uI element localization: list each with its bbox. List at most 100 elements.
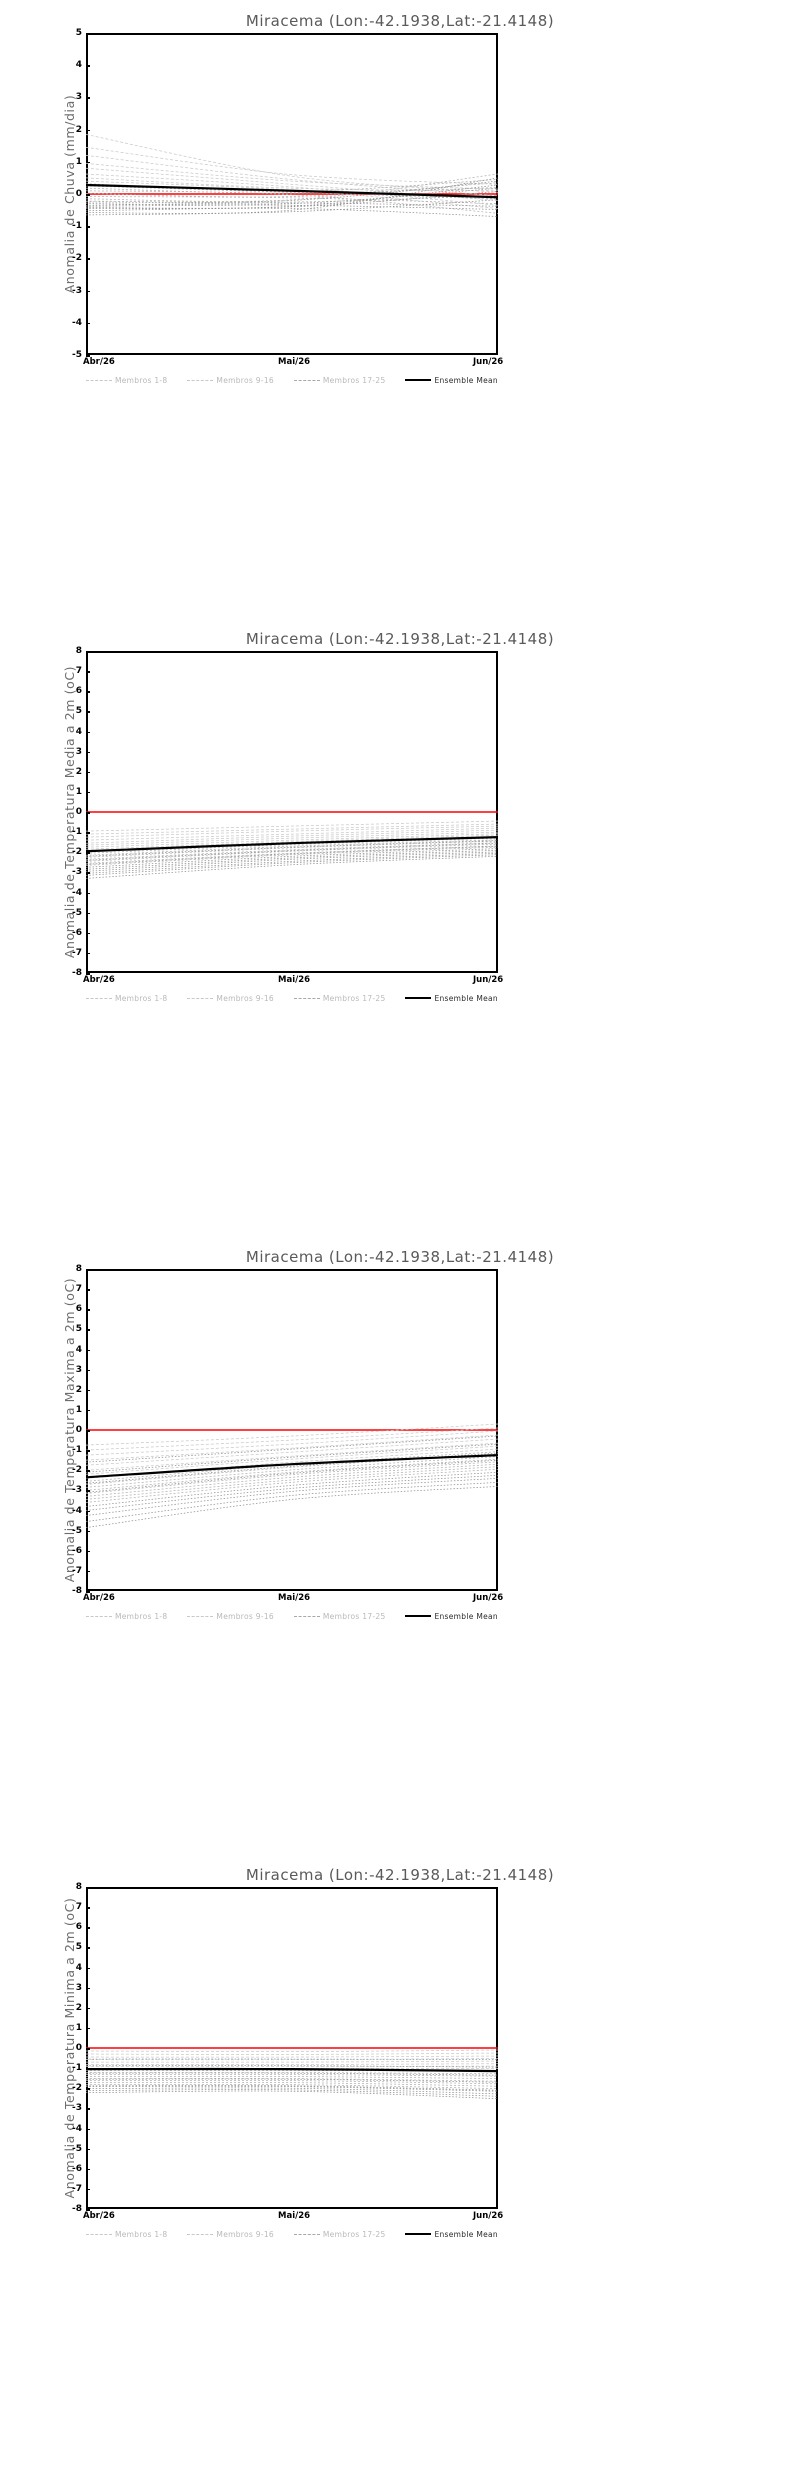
y-axis-tick-label: -7: [72, 947, 82, 958]
y-axis-tick-label: -1: [72, 2063, 82, 2074]
chart-title: Miracema (Lon:-42.1938,Lat:-21.4148): [245, 1248, 555, 1266]
y-axis-tick-mark: [86, 812, 90, 814]
member-series-line: [86, 202, 498, 207]
chart-panel: Miracema (Lon:-42.1938,Lat:-21.4148) Anom…: [0, 618, 800, 1236]
y-axis-tick-label: 3: [75, 1364, 82, 1375]
legend-item[interactable]: Membros 1-8: [86, 994, 168, 1003]
member-series-line: [86, 2087, 498, 2095]
legend-item[interactable]: Membros 9-16: [187, 1612, 274, 1621]
y-axis-tick-label: 5: [75, 1324, 82, 1335]
chart-panel: Miracema (Lon:-42.1938,Lat:-21.4148) Anom…: [0, 1854, 800, 2472]
y-axis-tick-mark: [86, 1369, 90, 1372]
member-series-line: [86, 827, 498, 841]
member-series-line: [86, 834, 498, 850]
y-axis-tick-mark: [86, 1349, 90, 1352]
y-axis-tick-label: 1: [75, 156, 82, 167]
legend-item[interactable]: Membros 1-8: [86, 2230, 168, 2239]
legend-line-swatch: [187, 1615, 214, 1617]
member-series-line: [86, 2089, 498, 2097]
member-series-line: [86, 134, 498, 193]
y-axis-tick-mark: [86, 1309, 90, 1311]
member-series-line: [86, 2078, 498, 2083]
y-axis-tick-mark: [86, 1289, 90, 1291]
legend-item-label: Ensemble Mean: [434, 2229, 498, 2239]
y-axis-tick-mark: [86, 2088, 90, 2090]
legend-item[interactable]: Membros 1-8: [86, 376, 168, 385]
member-series-line: [86, 849, 498, 870]
member-series-line: [86, 167, 498, 201]
member-series-line: [86, 1481, 498, 1522]
y-axis-tick-mark: [86, 912, 90, 915]
legend-item[interactable]: Membros 1-8: [86, 1612, 168, 1621]
legend-item[interactable]: Ensemble Mean: [405, 2230, 498, 2239]
y-axis-tick-label: 7: [75, 1284, 82, 1295]
legend-item[interactable]: Ensemble Mean: [405, 994, 498, 1003]
y-axis-tick-label: -6: [72, 2163, 82, 2174]
member-series-line: [86, 2090, 498, 2100]
chart-title: Miracema (Lon:-42.1938,Lat:-21.4148): [245, 630, 555, 648]
y-axis-tick-mark: [86, 832, 90, 834]
member-series-line: [86, 173, 498, 202]
legend-item[interactable]: Membros 17-25: [293, 2230, 386, 2239]
y-axis-tick-label: -8: [72, 2204, 82, 2214]
y-axis-tick-label: 4: [75, 1962, 82, 1973]
member-series-line: [86, 1459, 498, 1493]
plot-area: [86, 1887, 498, 2209]
y-axis-tick-label: -3: [72, 867, 82, 878]
legend-line-swatch: [405, 379, 432, 381]
member-series-line: [86, 2058, 498, 2061]
member-series-line: [86, 2049, 498, 2053]
legend-line-swatch: [293, 379, 320, 381]
member-series-line: [86, 1463, 498, 1497]
y-axis-tick-mark: [86, 258, 90, 260]
legend-item[interactable]: Membros 9-16: [187, 2230, 274, 2239]
x-axis-tick-label: Mai/26: [278, 1593, 311, 1603]
member-series-line: [86, 2055, 498, 2058]
legend-item[interactable]: Ensemble Mean: [405, 1612, 498, 1621]
legend-item[interactable]: Membros 17-25: [293, 994, 386, 1003]
y-axis-tick-label: 5: [75, 706, 82, 717]
y-axis-tick-mark: [86, 671, 90, 673]
legend-item-label: Membros 9-16: [216, 375, 274, 385]
y-axis-tick-mark: [86, 1967, 90, 1970]
member-series-line: [86, 852, 498, 874]
member-series-line: [86, 173, 498, 206]
legend-line-swatch: [405, 2233, 432, 2235]
y-axis-tick-mark: [86, 1409, 90, 1412]
y-axis-tick-label: 8: [75, 646, 82, 656]
member-series-line: [86, 2083, 498, 2090]
y-axis-tick-label: 4: [75, 726, 82, 737]
x-axis-tick-label: Abr/26: [83, 357, 115, 367]
y-axis-tick-mark: [86, 651, 90, 653]
legend-item[interactable]: Ensemble Mean: [405, 376, 498, 385]
y-axis-tick-label: -8: [72, 1586, 82, 1596]
legend-item[interactable]: Membros 17-25: [293, 376, 386, 385]
legend-item[interactable]: Membros 17-25: [293, 1611, 386, 1621]
member-series-line: [86, 154, 498, 196]
x-axis-tick-label: Abr/26: [83, 2211, 115, 2221]
y-axis-tick-label: -3: [72, 285, 82, 296]
y-axis-tick-label: 8: [75, 1264, 82, 1274]
legend-item-label: Membros 17-25: [322, 1611, 386, 1621]
y-axis-tick-label: -7: [72, 1565, 82, 1576]
legend-item[interactable]: Membros 9-16: [187, 994, 274, 1003]
y-axis-tick-mark: [86, 1570, 90, 1573]
x-axis-tick-label: Mai/26: [278, 975, 311, 985]
legend-line-swatch: [293, 997, 320, 999]
y-axis-tick-label: 5: [75, 1942, 82, 1953]
ensemble-mean-line: [86, 1454, 498, 1479]
member-series-line: [86, 1468, 498, 1503]
legend-item-label: Membros 1-8: [115, 1611, 168, 1621]
y-axis-tick-label: 3: [75, 1982, 82, 1993]
legend-line-swatch: [86, 379, 112, 381]
member-series-line: [86, 2078, 498, 2082]
member-series-line: [86, 1474, 498, 1511]
member-series-line: [86, 855, 498, 879]
y-axis-tick-label: -1: [72, 827, 82, 838]
y-axis-tick-mark: [86, 731, 90, 734]
member-series-line: [86, 207, 498, 217]
legend-item[interactable]: Membros 9-16: [187, 376, 274, 385]
legend-line-swatch: [187, 997, 214, 999]
ensemble-mean-line: [86, 183, 498, 199]
member-series-line: [86, 839, 498, 856]
